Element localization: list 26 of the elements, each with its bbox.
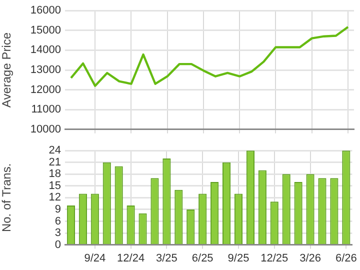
y-tick-label: 14000 (30, 44, 61, 56)
y-axis-title: No. of Trans. (0, 163, 14, 232)
y-axis-title: Average Price (0, 32, 14, 108)
y-tick-label: 13000 (30, 64, 61, 76)
y-tick-label: 16000 (30, 4, 61, 17)
y-tick-label: 6 (54, 215, 61, 228)
y-tick-label: 10000 (30, 123, 61, 136)
y-tick-label: 15000 (30, 24, 61, 36)
y-tick-label: 18 (48, 168, 61, 180)
y-tick-label: 12000 (30, 84, 61, 96)
x-tick-label: 9/25 (228, 252, 250, 264)
y-tick-label: 9 (54, 204, 61, 216)
x-tick-label: 9/24 (84, 252, 106, 264)
x-tick-label: 12/25 (260, 252, 288, 264)
y-tick-label: 21 (48, 156, 61, 168)
y-tick-label: 15 (48, 180, 61, 192)
y-tick-label: 0 (54, 238, 61, 251)
y-tick-label: 3 (54, 227, 61, 240)
x-tick-label: 6/25 (192, 252, 214, 264)
x-tick-label: 6/26 (335, 252, 357, 264)
y-tick-label: 12 (48, 192, 61, 204)
x-tick-label: 12/24 (117, 252, 145, 264)
y-tick-label: 24 (48, 144, 61, 157)
x-tick-label: 3/26 (300, 252, 321, 264)
y-tick-label: 11000 (31, 104, 61, 116)
x-tick-label: 3/25 (156, 252, 178, 264)
